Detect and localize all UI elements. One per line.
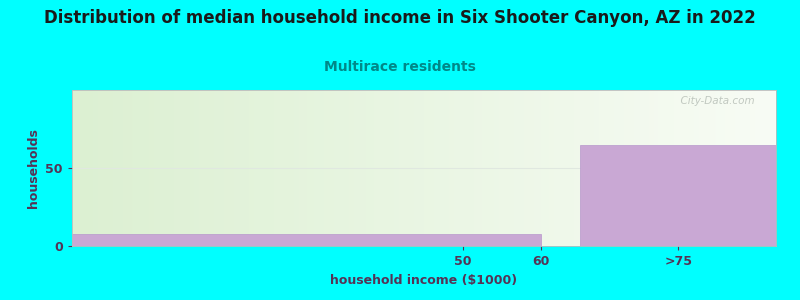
Bar [72,233,542,246]
Text: City-Data.com: City-Data.com [674,96,755,106]
Text: Multirace residents: Multirace residents [324,60,476,74]
Bar [581,145,776,246]
Y-axis label: households: households [27,128,40,208]
Text: Distribution of median household income in Six Shooter Canyon, AZ in 2022: Distribution of median household income … [44,9,756,27]
X-axis label: household income ($1000): household income ($1000) [330,274,518,286]
